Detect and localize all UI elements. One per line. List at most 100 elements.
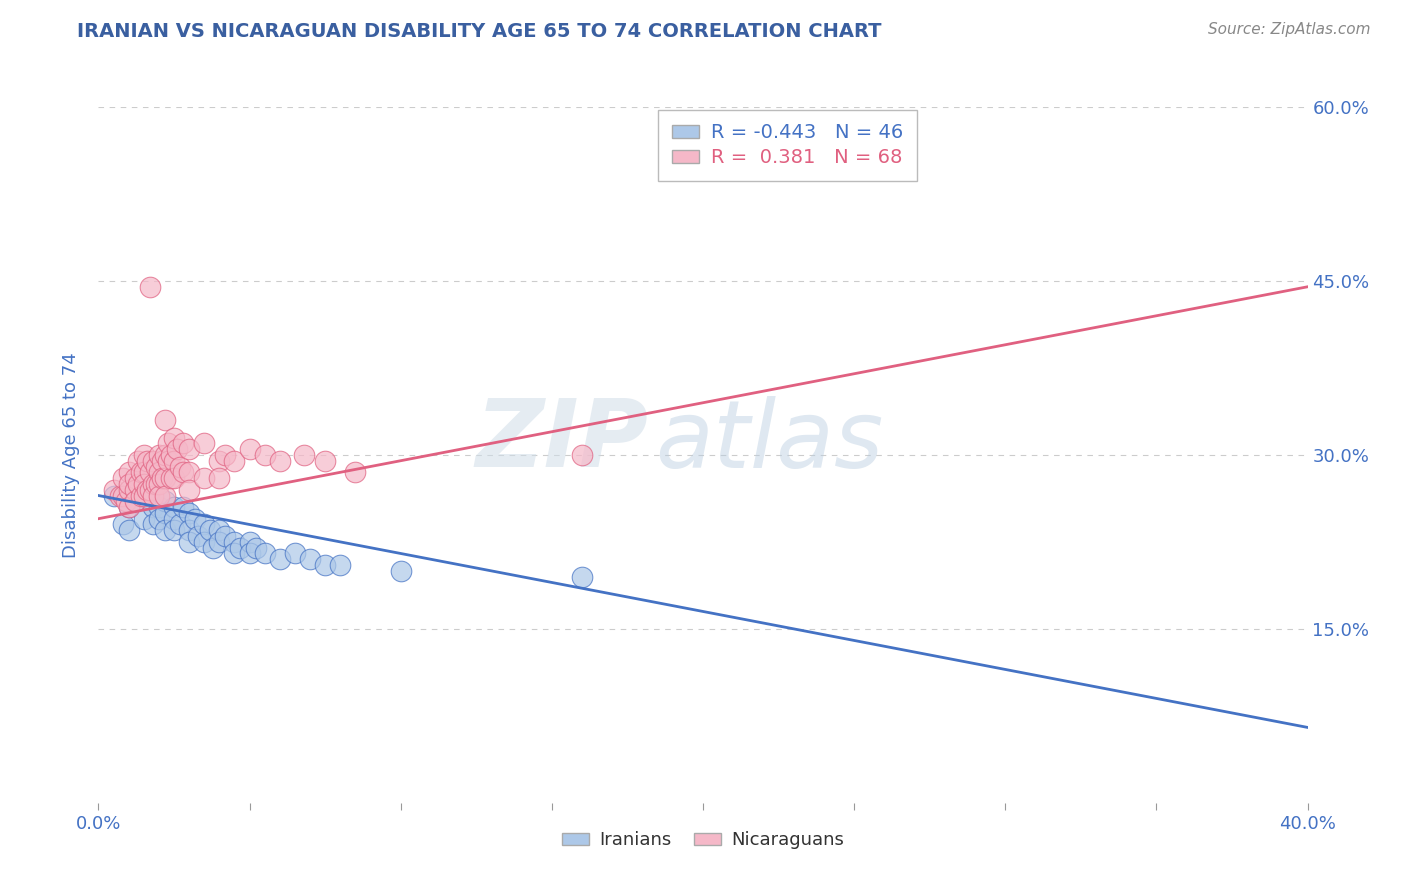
Point [571, 448, 593, 462]
Point [153, 506, 176, 520]
Point [135, 453, 157, 467]
Point [139, 466, 162, 480]
Point [193, 534, 215, 549]
Point [284, 546, 307, 561]
Point [163, 453, 186, 467]
Point [179, 506, 201, 520]
Point [148, 476, 170, 491]
Point [214, 529, 236, 543]
Point [150, 471, 173, 485]
Legend: Iranians, Nicaraguans: Iranians, Nicaraguans [554, 824, 852, 856]
Point [118, 500, 141, 514]
Point [103, 483, 125, 497]
Point [153, 471, 176, 485]
Point [148, 511, 170, 525]
Point [163, 471, 186, 485]
Point [132, 489, 155, 503]
Point [118, 483, 141, 497]
Point [135, 483, 157, 497]
Point [193, 436, 215, 450]
Text: atlas: atlas [655, 395, 883, 486]
Point [145, 476, 167, 491]
Point [132, 511, 155, 525]
Point [299, 552, 322, 566]
Text: Source: ZipAtlas.com: Source: ZipAtlas.com [1208, 22, 1371, 37]
Point [132, 489, 155, 503]
Point [253, 448, 276, 462]
Point [108, 489, 131, 503]
Point [139, 483, 162, 497]
Point [163, 500, 186, 514]
Point [571, 570, 593, 584]
Text: ZIP: ZIP [475, 395, 648, 487]
Point [139, 483, 162, 497]
Point [153, 448, 176, 462]
Point [142, 500, 165, 514]
Point [163, 511, 186, 525]
Point [132, 466, 155, 480]
Point [555, 77, 578, 91]
Point [245, 541, 267, 555]
Y-axis label: Disability Age 65 to 74: Disability Age 65 to 74 [62, 352, 80, 558]
Point [142, 476, 165, 491]
Point [111, 471, 134, 485]
Point [148, 466, 170, 480]
Point [200, 523, 222, 537]
Point [208, 523, 231, 537]
Point [153, 523, 176, 537]
Point [163, 430, 186, 444]
Point [179, 523, 201, 537]
Point [169, 459, 191, 474]
Point [118, 500, 141, 514]
Point [239, 534, 262, 549]
Point [179, 483, 201, 497]
Point [148, 489, 170, 503]
Point [103, 489, 125, 503]
Point [118, 523, 141, 537]
Point [139, 280, 162, 294]
Point [239, 546, 262, 561]
Point [253, 546, 276, 561]
Point [166, 442, 188, 456]
Point [208, 453, 231, 467]
Point [269, 552, 291, 566]
Point [172, 466, 194, 480]
Point [153, 413, 176, 427]
Point [179, 534, 201, 549]
Point [118, 476, 141, 491]
Point [202, 541, 225, 555]
Point [344, 466, 367, 480]
Point [111, 489, 134, 503]
Point [329, 558, 352, 573]
Point [179, 466, 201, 480]
Point [172, 436, 194, 450]
Point [114, 494, 136, 508]
Point [132, 448, 155, 462]
Point [142, 517, 165, 532]
Point [124, 483, 146, 497]
Point [389, 564, 412, 578]
Point [292, 448, 315, 462]
Point [184, 511, 207, 525]
Point [148, 448, 170, 462]
Point [163, 523, 186, 537]
Point [145, 459, 167, 474]
Point [124, 494, 146, 508]
Point [169, 517, 191, 532]
Point [156, 453, 179, 467]
Point [208, 534, 231, 549]
Point [224, 534, 246, 549]
Point [124, 471, 146, 485]
Point [148, 500, 170, 514]
Point [224, 453, 246, 467]
Point [118, 466, 141, 480]
Point [229, 541, 252, 555]
Point [127, 476, 149, 491]
Point [142, 453, 165, 467]
Text: IRANIAN VS NICARAGUAN DISABILITY AGE 65 TO 74 CORRELATION CHART: IRANIAN VS NICARAGUAN DISABILITY AGE 65 … [77, 22, 882, 41]
Point [193, 517, 215, 532]
Point [160, 471, 183, 485]
Point [129, 466, 152, 480]
Point [224, 546, 246, 561]
Point [129, 489, 152, 503]
